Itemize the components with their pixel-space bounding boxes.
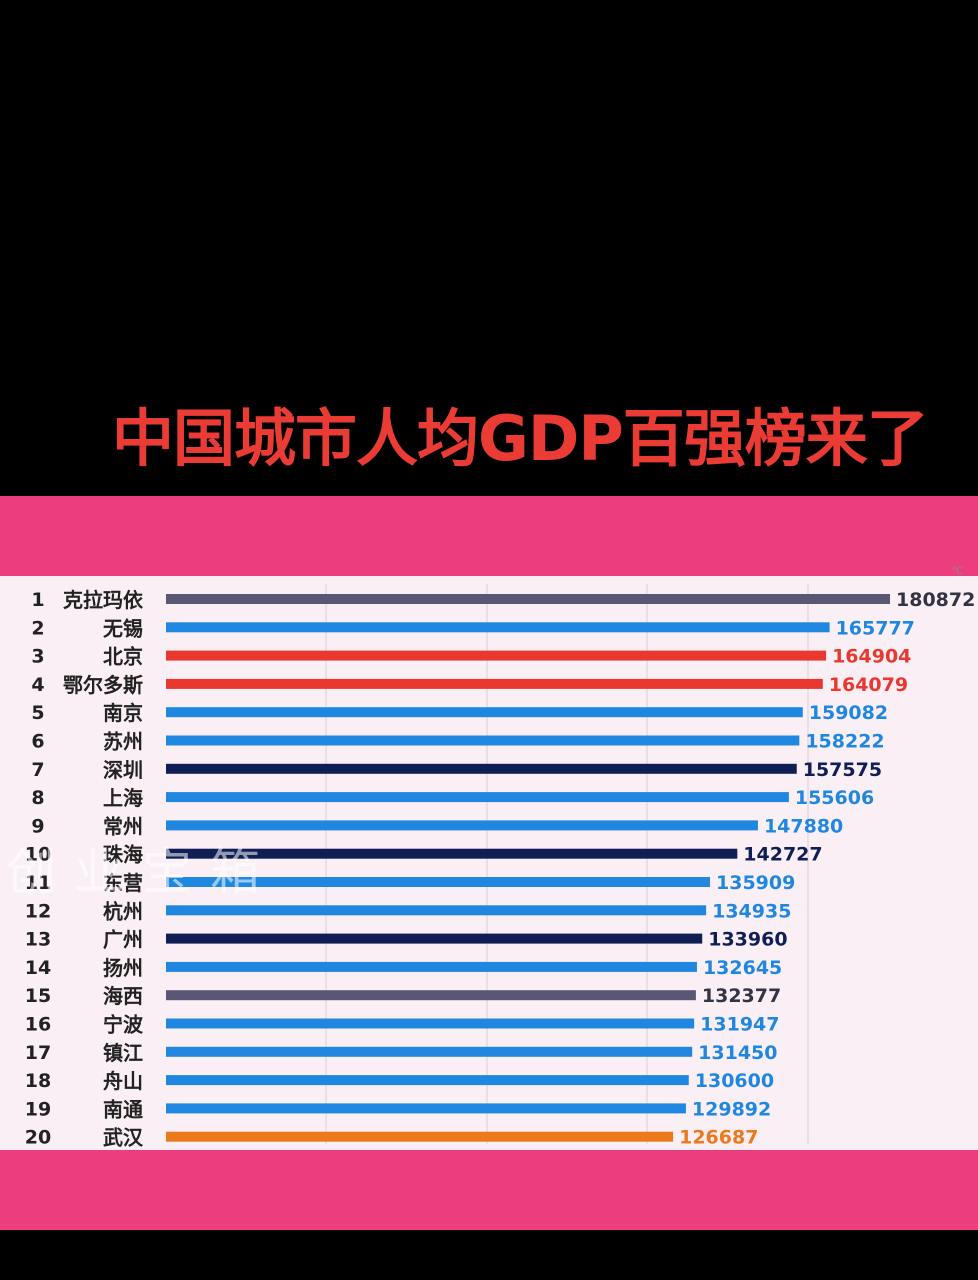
value-label: 164904 — [832, 646, 911, 668]
bar — [166, 735, 800, 746]
value-label: 164079 — [829, 674, 908, 696]
category-label: 杭州 — [103, 899, 143, 923]
page-headline: 中国城市人均GDP百强榜来了 — [112, 402, 929, 475]
rank-label: 19 — [25, 1098, 51, 1120]
rank-label: 5 — [31, 702, 44, 724]
category-label: 南通 — [103, 1097, 143, 1121]
bar — [166, 1103, 686, 1114]
value-label: 147880 — [764, 815, 843, 837]
bar — [166, 707, 803, 718]
value-label: 158222 — [805, 731, 884, 753]
rank-label: 16 — [25, 1014, 51, 1036]
value-label: 142727 — [743, 844, 822, 866]
value-label: 157575 — [803, 759, 882, 781]
bar — [166, 650, 827, 661]
category-label: 镇江 — [103, 1041, 143, 1065]
value-label: 165777 — [836, 617, 915, 639]
value-label: 129892 — [692, 1098, 771, 1120]
rank-label: 14 — [25, 957, 51, 979]
category-label: 北京 — [103, 645, 143, 669]
category-label: 东营 — [103, 871, 143, 895]
value-label: 135909 — [716, 872, 795, 894]
rank-label: 12 — [25, 900, 51, 922]
value-label: 132645 — [703, 957, 782, 979]
value-label: 126687 — [679, 1127, 758, 1149]
rank-label: 17 — [25, 1042, 51, 1064]
bar — [166, 848, 738, 859]
rank-label: 13 — [25, 929, 51, 951]
watermark: 创业宝箱 — [6, 843, 278, 901]
bar — [166, 1075, 689, 1086]
category-label: 无锡 — [103, 616, 143, 640]
category-label: 广州 — [103, 928, 143, 952]
bar — [166, 905, 707, 916]
chart-panel: 1 克拉玛依 180872 2 无锡 165777 3 北京 164904 4 鄂尔多斯 164079… — [0, 576, 978, 1150]
rank-label: 6 — [31, 731, 44, 753]
rank-label: 20 — [25, 1127, 51, 1149]
bar — [166, 1046, 693, 1057]
value-label: 155606 — [795, 787, 874, 809]
bar-chart: 1 克拉玛依 180872 2 无锡 165777 3 北京 164904 4 鄂尔多斯 164079… — [25, 584, 975, 1150]
rank-label: 11 — [25, 872, 51, 894]
bar — [166, 678, 823, 689]
category-label: 扬州 — [103, 956, 143, 980]
category-label: 武汉 — [103, 1126, 144, 1150]
value-label: 133960 — [708, 929, 787, 951]
category-label: 苏州 — [103, 730, 143, 754]
bar — [166, 877, 711, 887]
bar — [166, 1018, 695, 1029]
bar — [166, 763, 797, 774]
bar — [166, 820, 758, 831]
bar — [166, 1131, 674, 1142]
rank-label: 3 — [31, 646, 44, 668]
category-label: 南京 — [103, 701, 143, 725]
category-label: 上海 — [103, 786, 143, 810]
rank-label: 4 — [31, 674, 44, 696]
rank-label: 2 — [31, 617, 44, 639]
category-label: 鄂尔多斯 — [63, 673, 143, 697]
bar — [166, 622, 830, 633]
rank-label: 1 — [31, 589, 44, 611]
value-label: 130600 — [695, 1070, 774, 1092]
bar — [166, 961, 697, 972]
value-label: 134935 — [712, 900, 791, 922]
rank-label: 10 — [25, 844, 51, 866]
value-label: 131450 — [698, 1042, 777, 1064]
category-label: 深圳 — [103, 758, 143, 782]
bar — [166, 594, 890, 604]
corner-mark: ℃ — [952, 566, 964, 577]
value-label: 159082 — [809, 702, 888, 724]
category-label: 宁波 — [103, 1013, 144, 1037]
bar — [166, 990, 696, 1001]
category-label: 常州 — [103, 814, 143, 838]
value-label: 132377 — [702, 985, 781, 1007]
rank-label: 7 — [31, 759, 44, 781]
category-label: 海西 — [103, 984, 143, 1008]
bar — [166, 933, 703, 944]
category-label: 舟山 — [103, 1069, 143, 1093]
rank-label: 15 — [25, 985, 51, 1007]
category-label: 珠海 — [103, 843, 143, 867]
rank-label: 8 — [31, 787, 44, 809]
rank-label: 18 — [25, 1070, 51, 1092]
value-label: 180872 — [896, 589, 975, 611]
bar — [166, 792, 789, 803]
category-label: 克拉玛依 — [63, 588, 144, 612]
rank-label: 9 — [31, 815, 44, 837]
value-label: 131947 — [700, 1014, 779, 1036]
